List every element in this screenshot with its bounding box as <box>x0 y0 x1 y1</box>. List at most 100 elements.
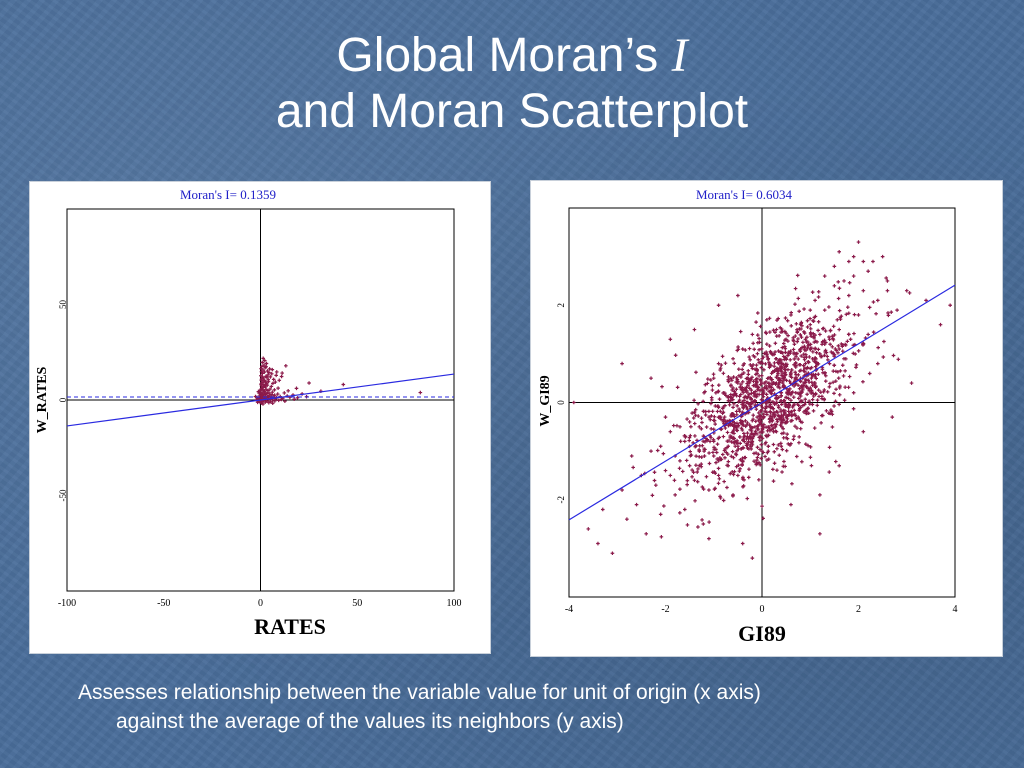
data-point <box>772 361 777 365</box>
moran-i-label: Moran's I= 0.1359 <box>180 187 276 202</box>
data-point <box>258 400 262 405</box>
data-point <box>704 425 709 429</box>
data-point <box>280 371 284 375</box>
data-point <box>734 409 739 414</box>
data-point <box>750 375 754 380</box>
data-point <box>762 385 767 390</box>
data-point <box>785 420 790 424</box>
data-point <box>737 373 741 378</box>
data-point <box>718 456 722 460</box>
data-point <box>693 413 698 418</box>
data-point <box>834 387 838 392</box>
data-point <box>802 344 807 349</box>
data-point <box>721 405 726 409</box>
data-point <box>797 417 802 421</box>
data-point <box>764 440 768 445</box>
data-point <box>847 259 851 264</box>
data-point <box>747 346 752 351</box>
data-point <box>802 402 807 407</box>
data-point <box>693 499 697 503</box>
data-point <box>827 305 831 309</box>
data-point <box>792 351 796 355</box>
data-point <box>742 398 746 403</box>
data-point <box>749 396 754 401</box>
data-point <box>269 384 274 389</box>
data-point <box>830 344 835 349</box>
data-point <box>693 407 698 412</box>
data-point <box>688 433 693 438</box>
data-point <box>737 407 741 411</box>
data-point <box>809 380 814 385</box>
data-point <box>840 349 845 353</box>
data-point <box>750 425 755 430</box>
data-point <box>693 434 697 438</box>
data-point <box>757 392 761 397</box>
data-point <box>847 293 851 298</box>
data-point <box>707 409 711 414</box>
regression-line <box>568 284 956 521</box>
data-point <box>689 424 693 429</box>
data-point <box>263 380 268 384</box>
data-point <box>838 384 842 388</box>
title-line-1: Global Moran’s I <box>336 29 688 82</box>
data-point <box>775 396 780 401</box>
data-point <box>743 424 748 429</box>
data-point <box>720 354 725 359</box>
data-point <box>786 333 790 338</box>
y-axis-label: W_RATES <box>35 366 50 433</box>
data-point <box>812 426 817 430</box>
data-point <box>796 383 800 388</box>
data-point <box>672 478 677 483</box>
data-point <box>885 279 890 283</box>
data-point <box>758 388 762 393</box>
data-point <box>828 381 832 386</box>
data-point <box>848 337 853 342</box>
data-point <box>717 477 722 481</box>
data-point <box>262 363 266 367</box>
data-point <box>678 439 683 444</box>
data-point <box>792 408 797 413</box>
data-point <box>830 425 835 429</box>
data-point <box>799 320 804 325</box>
data-point <box>805 325 810 329</box>
data-point <box>729 376 733 381</box>
data-point <box>827 361 832 366</box>
data-point <box>840 363 845 368</box>
data-point <box>786 351 791 356</box>
data-point <box>694 454 698 458</box>
data-point <box>688 449 693 454</box>
data-point <box>843 369 847 373</box>
data-point <box>271 377 276 382</box>
data-point <box>668 429 673 434</box>
data-point <box>723 391 727 395</box>
data-point <box>822 353 827 358</box>
data-point <box>816 388 821 392</box>
data-point <box>755 445 760 450</box>
data-point <box>744 376 749 381</box>
data-point <box>805 406 810 411</box>
slide-caption: Assesses relationship between the variab… <box>78 678 978 736</box>
data-point <box>777 357 782 362</box>
data-point <box>852 312 857 317</box>
data-point <box>797 440 801 445</box>
data-point <box>775 417 779 422</box>
data-point <box>270 390 275 394</box>
data-point <box>767 425 771 429</box>
data-point <box>307 381 311 385</box>
data-point <box>846 311 851 316</box>
data-point <box>625 517 629 521</box>
data-point <box>797 435 802 439</box>
data-point <box>738 329 743 334</box>
data-point <box>721 371 726 376</box>
data-point <box>882 339 886 344</box>
data-point <box>729 435 734 439</box>
data-point <box>844 312 849 317</box>
data-point <box>650 493 655 498</box>
data-point <box>716 303 721 308</box>
data-point <box>808 330 813 335</box>
data-point <box>731 405 735 410</box>
data-point <box>772 352 776 357</box>
data-point <box>294 386 299 391</box>
data-point <box>740 347 745 351</box>
data-point <box>796 415 800 419</box>
